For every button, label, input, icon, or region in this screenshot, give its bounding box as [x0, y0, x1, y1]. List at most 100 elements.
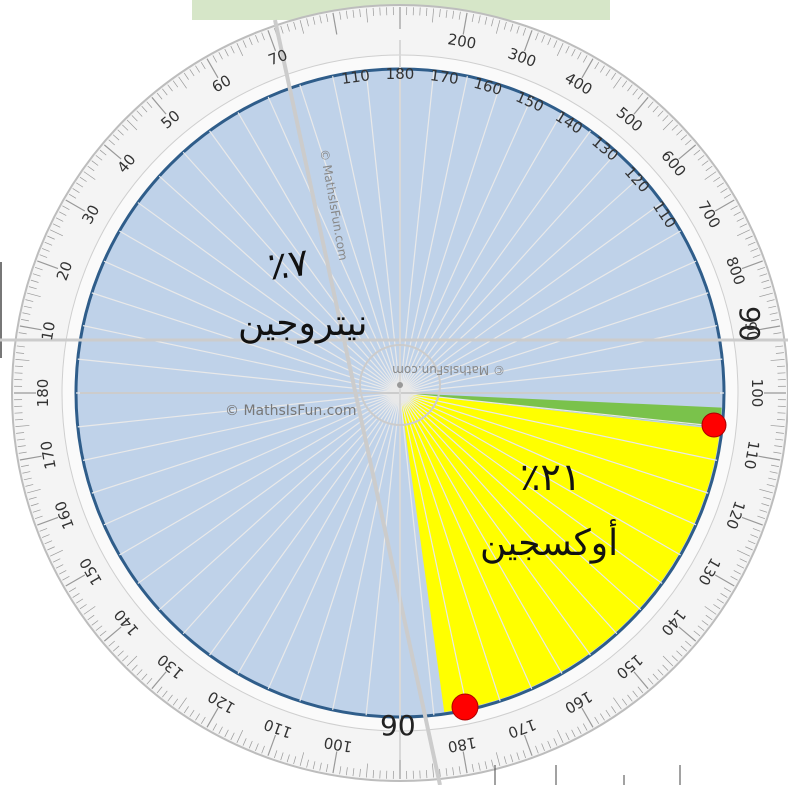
degree-tick: [218, 52, 223, 60]
degree-tick: [671, 655, 678, 662]
degree-tick: [594, 61, 600, 70]
degree-tick: [50, 229, 64, 237]
radial-line: [158, 392, 401, 611]
degree-tick: [117, 129, 124, 136]
degree-tick: [432, 8, 434, 23]
degree-tick: [770, 359, 785, 361]
degree-tick: [714, 199, 735, 212]
degree-tick: [30, 503, 39, 507]
degree-tick: [750, 534, 759, 538]
degree-tick: [426, 7, 428, 16]
degree-tick: [280, 25, 284, 34]
degree-tick: [613, 697, 622, 710]
degree-tick: [685, 139, 692, 146]
degree-tick: [657, 669, 664, 676]
degree-tick: [621, 698, 628, 706]
radial-line: [237, 112, 401, 394]
degree-tick: [652, 105, 659, 113]
degree-tick: [739, 223, 748, 228]
degree-tick: [647, 101, 654, 108]
degree-tick: [773, 332, 782, 335]
degree-tick: [162, 690, 168, 698]
left-handle[interactable]: [0, 262, 8, 358]
degree-tick: [47, 235, 55, 240]
radial-line: [209, 392, 401, 656]
degree-tick: [44, 241, 53, 246]
degree-tick: [141, 105, 148, 113]
degree-tick: [462, 751, 468, 774]
degree-tick: [637, 686, 644, 694]
slice-oxygen[interactable]: [400, 393, 720, 712]
degree-tick: [556, 729, 564, 743]
degree-tick: [471, 14, 474, 23]
ruler-edge-left[interactable]: [273, 19, 442, 785]
degree-tick: [600, 65, 605, 73]
radial-line: [77, 392, 401, 428]
degree-tick: [736, 564, 745, 569]
degree-tick: [491, 759, 494, 768]
watermark-main: © MathsIsFun.com: [225, 403, 357, 419]
degree-tick: [65, 199, 86, 212]
degree-tick: [553, 738, 558, 746]
radial-line: [332, 392, 401, 711]
degree-tick: [22, 471, 31, 474]
outer-scale-left-label: 170: [37, 439, 60, 470]
degree-tick: [759, 292, 773, 298]
degree-tick: [632, 690, 638, 698]
radial-line: [209, 130, 401, 394]
degree-tick: [632, 88, 638, 96]
marker-handle-bottom[interactable]: [451, 693, 479, 721]
degree-tick: [319, 15, 322, 24]
degree-tick: [723, 193, 732, 199]
degree-tick: [769, 471, 778, 474]
degree-tick: [167, 84, 173, 92]
degree-tick: [34, 266, 43, 271]
degree-tick: [581, 707, 594, 728]
radial-line: [119, 392, 401, 556]
marker-handle-right[interactable]: [701, 412, 727, 438]
degree-tick: [747, 540, 756, 545]
radial-line: [399, 358, 723, 394]
degree-tick: [103, 626, 122, 642]
degree-tick: [32, 273, 41, 277]
degree-tick: [426, 770, 428, 779]
degree-tick: [91, 620, 99, 626]
degree-tick: [594, 716, 600, 725]
degree-tick: [189, 69, 195, 77]
degree-tick: [366, 8, 368, 23]
degree-tick: [19, 325, 42, 331]
degree-tick: [766, 299, 775, 302]
degree-tick: [200, 61, 206, 70]
center-circle: [359, 344, 441, 426]
degree-tick: [230, 732, 235, 741]
radial-line: [182, 151, 401, 394]
degree-tick: [103, 144, 122, 160]
radial-line: [299, 392, 401, 702]
degree-tick: [95, 155, 103, 161]
degree-tick: [17, 445, 26, 448]
degree-tick: [359, 768, 361, 777]
degree-tick: [15, 425, 30, 427]
degree-tick: [16, 438, 25, 441]
degree-tick: [212, 723, 218, 731]
degree-tick: [565, 45, 570, 54]
degree-tick: [131, 115, 138, 122]
degree-tick: [759, 509, 768, 513]
degree-tick: [136, 669, 143, 676]
degree-tick: [15, 359, 30, 361]
degree-tick: [345, 767, 348, 776]
degree-tick: [76, 598, 84, 604]
bottom-label-90: 90: [380, 709, 416, 742]
degree-tick: [267, 30, 277, 52]
radial-line: [399, 392, 618, 635]
radial-line: [399, 96, 533, 394]
degree-tick: [108, 139, 115, 146]
degree-tick: [189, 709, 195, 717]
degree-tick: [611, 72, 617, 80]
degree-tick: [613, 76, 622, 89]
degree-tick: [299, 752, 305, 766]
degree-tick: [167, 694, 173, 702]
degree-tick: [65, 574, 86, 587]
degree-tick: [484, 761, 488, 770]
